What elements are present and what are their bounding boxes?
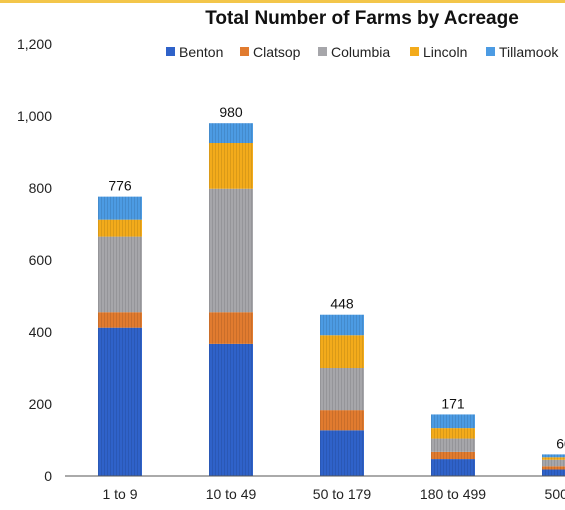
bar-texture xyxy=(320,368,364,411)
y-tick-label: 1,000 xyxy=(17,108,52,124)
bar-texture xyxy=(431,428,475,439)
top-accent-strip xyxy=(0,0,565,3)
bar-texture xyxy=(98,196,142,220)
legend-label-benton: Benton xyxy=(179,44,223,60)
bar-texture xyxy=(209,312,253,344)
y-axis: 0 200 400 600 800 1,000 1,200 xyxy=(17,36,52,484)
x-tick-label: 10 to 49 xyxy=(206,486,257,502)
bar-texture xyxy=(431,438,475,452)
total-label: 776 xyxy=(108,178,132,194)
bar-texture xyxy=(542,457,565,460)
bar-texture xyxy=(98,236,142,313)
bar-texture xyxy=(431,459,475,476)
legend-label-clatsop: Clatsop xyxy=(253,44,301,60)
bar-texture xyxy=(431,451,475,460)
legend-label-columbia: Columbia xyxy=(331,44,390,60)
bar-texture xyxy=(320,314,364,336)
legend-swatch-tillamook xyxy=(486,47,495,56)
legend-swatch-benton xyxy=(166,47,175,56)
bar-texture xyxy=(209,343,253,476)
bars-group xyxy=(98,123,565,476)
bar-texture xyxy=(209,123,253,143)
x-axis: 1 to 9 10 to 49 50 to 179 180 to 499 500 to xyxy=(65,475,565,502)
bar-texture xyxy=(542,469,565,476)
total-label: 60 xyxy=(556,435,565,451)
bar-texture xyxy=(209,143,253,189)
x-tick-label: 1 to 9 xyxy=(102,486,137,502)
legend-swatch-columbia xyxy=(318,47,327,56)
bar-texture xyxy=(320,335,364,368)
x-tick-label: 500 to xyxy=(545,486,565,502)
bar-texture xyxy=(98,312,142,328)
y-tick-label: 0 xyxy=(44,468,52,484)
bar-texture xyxy=(320,430,364,476)
y-tick-label: 400 xyxy=(29,324,53,340)
y-tick-label: 600 xyxy=(29,252,53,268)
legend-swatch-clatsop xyxy=(240,47,249,56)
bar-texture xyxy=(98,219,142,237)
bar-texture xyxy=(98,327,142,476)
x-tick-label: 50 to 179 xyxy=(313,486,372,502)
bar-texture xyxy=(542,454,565,458)
bar-texture xyxy=(431,414,475,429)
bar-texture xyxy=(209,188,253,313)
bar-texture xyxy=(320,410,364,431)
bar-texture xyxy=(542,466,565,470)
total-labels-group: 776 980 448 171 60 xyxy=(108,104,565,451)
chart-title: Total Number of Farms by Acreage xyxy=(205,8,519,29)
total-label: 171 xyxy=(441,395,465,411)
legend-swatch-lincoln xyxy=(410,47,419,56)
legend-label-lincoln: Lincoln xyxy=(423,44,467,60)
total-label: 448 xyxy=(330,296,354,312)
legend-label-tillamook: Tillamook xyxy=(499,44,559,60)
bar-texture xyxy=(542,459,565,467)
y-tick-label: 800 xyxy=(29,180,53,196)
y-tick-label: 200 xyxy=(29,396,53,412)
x-tick-label: 180 to 499 xyxy=(420,486,486,502)
y-tick-label: 1,200 xyxy=(17,36,52,52)
total-label: 980 xyxy=(219,104,243,120)
legend: Benton Clatsop Columbia Lincoln Tillamook xyxy=(166,44,559,60)
